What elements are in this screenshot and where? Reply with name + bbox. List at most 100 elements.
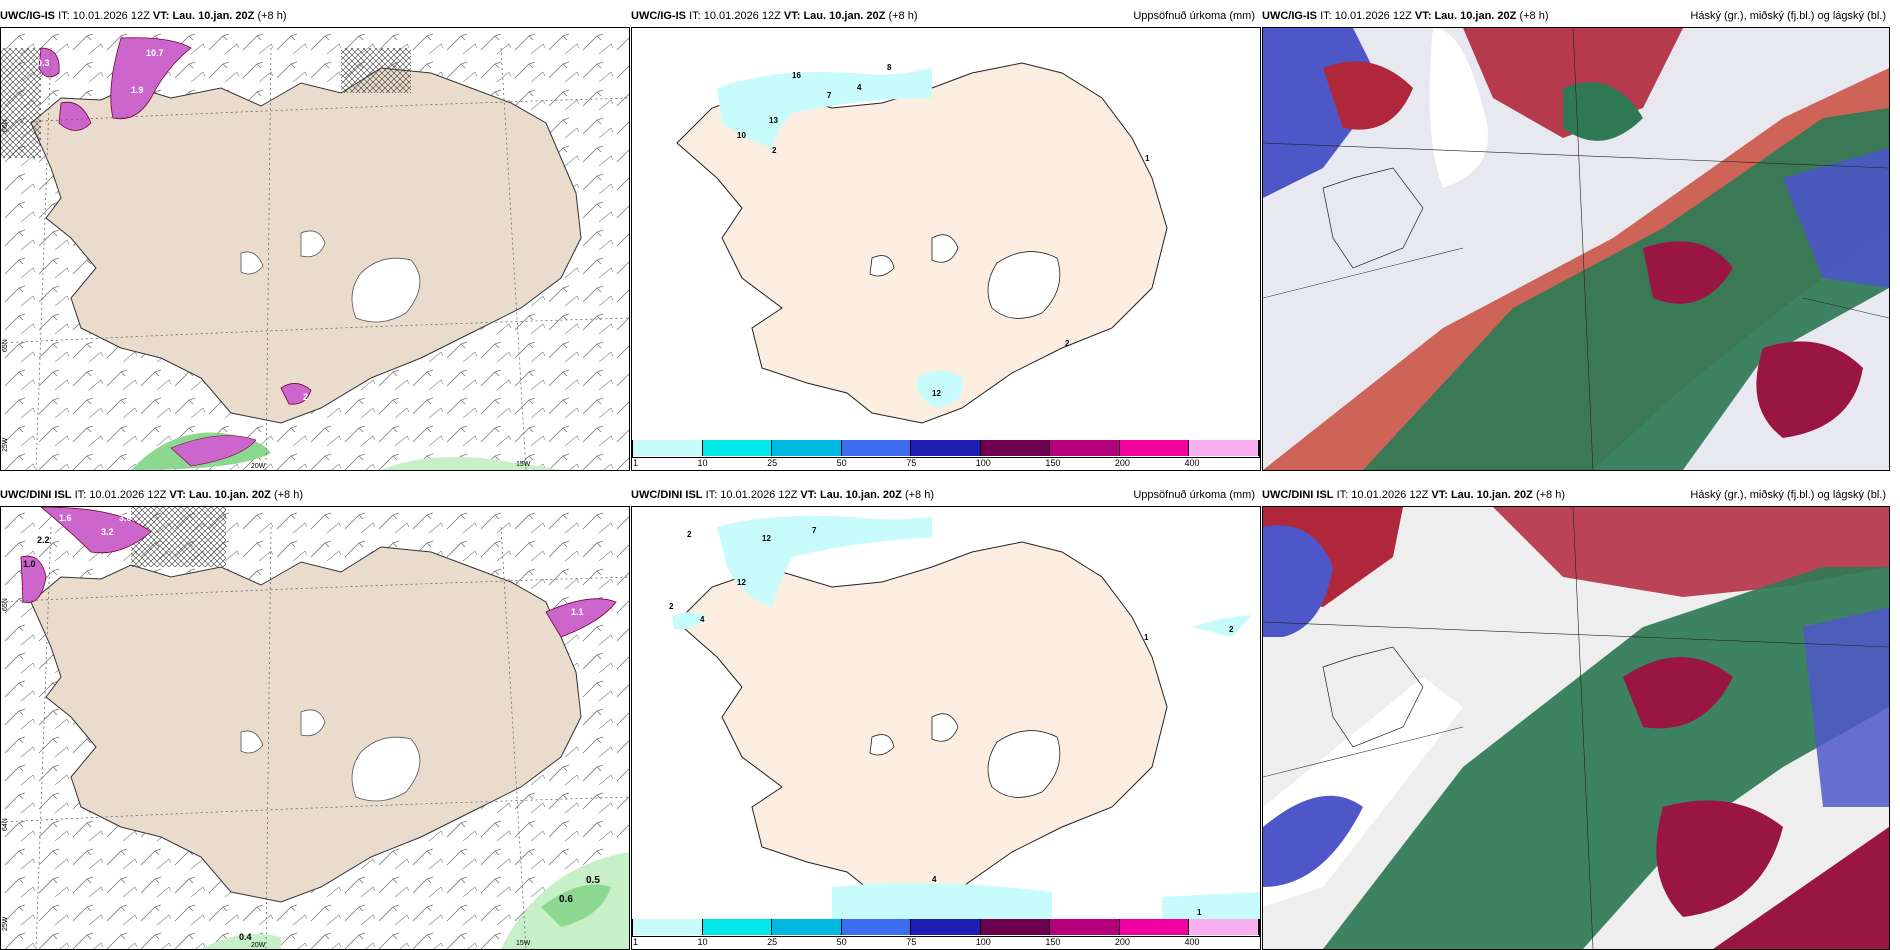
value-label: 2: [303, 392, 308, 402]
value-label: 4: [857, 83, 862, 92]
colorbar-tick-label: 400: [1184, 458, 1200, 468]
panel-ig-clouds: UWC/IG-IS IT: 10.01.2026 12Z VT: Lau. 10…: [1262, 6, 1892, 471]
precip-map: 2 12 7 12 2 4 1 2 4 1: [669, 515, 1260, 919]
panel-ig-wind-precip: UWC/IG-IS IT: 10.01.2026 12Z VT: Lau. 10…: [0, 6, 630, 471]
lat-label: 64N: [2, 818, 9, 831]
colorbar-tick-label: 100: [975, 458, 991, 468]
value-label: 2: [669, 602, 674, 611]
colorbar-cell: [633, 919, 703, 935]
valid-time: Lau. 10.jan. 20Z: [1450, 489, 1533, 501]
colorbar-cell: [772, 919, 842, 935]
map-frame: 66N 65N 25W 20W 15W 0.3 10.7 1.9 2: [0, 27, 630, 471]
lead-time: (+8 h): [888, 10, 918, 22]
colorbar-cell: [1119, 919, 1190, 935]
colorbar-tick-label: 1: [633, 937, 639, 947]
value-label: 10: [737, 131, 746, 140]
panel-dini-wind-precip: UWC/DINI ISL IT: 10.01.2026 12Z VT: Lau.…: [0, 485, 630, 950]
map-frame: [1262, 506, 1890, 950]
init-time: 10.01.2026 12Z: [89, 489, 167, 501]
init-time: 10.01.2026 12Z: [1334, 10, 1412, 22]
lon-label: 25W: [2, 437, 9, 452]
cloud-map: [1263, 28, 1889, 470]
value-label: 16: [792, 71, 801, 80]
value-label: 0.4: [239, 932, 252, 942]
init-time: 10.01.2026 12Z: [720, 489, 798, 501]
valid-time: Lau. 10.jan. 20Z: [188, 489, 271, 501]
value-label: 0.6: [559, 894, 573, 905]
value-label: 0.3: [37, 58, 50, 68]
colorbar-tick-label: 200: [1114, 937, 1130, 947]
colorbar-tick-label: 50: [836, 458, 847, 468]
colorbar-cell: [1050, 919, 1120, 935]
wind-map: 65N 64N 25W 20W 15W 1.6 3.6 3.2 2.2 1.0 …: [1, 507, 629, 949]
colorbar-cell: [980, 440, 1051, 456]
value-label: 2: [1065, 339, 1070, 348]
colorbar-cell: [633, 440, 703, 456]
value-label: 3.2: [101, 527, 114, 537]
value-label: 10.7: [146, 48, 164, 58]
panel-ig-accum-precip: UWC/IG-IS IT: 10.01.2026 12Z VT: Lau. 10…: [631, 6, 1261, 471]
panel-dini-accum-precip: UWC/DINI ISL IT: 10.01.2026 12Z VT: Lau.…: [631, 485, 1261, 950]
init-time: 10.01.2026 12Z: [1351, 489, 1429, 501]
value-label: 13: [769, 116, 778, 125]
map-frame: 65N 64N 25W 20W 15W 1.6 3.6 3.2 2.2 1.0 …: [0, 506, 630, 950]
init-time: 10.01.2026 12Z: [72, 10, 150, 22]
model-label: UWC/DINI ISL: [1262, 489, 1334, 501]
colorbar-tick-label: 25: [767, 937, 778, 947]
lon-label: 20W: [251, 463, 266, 470]
colorbar-cell: [841, 440, 912, 456]
model-label: UWC/IG-IS: [631, 10, 686, 22]
panel-title: Uppsöfnuð úrkoma (mm): [1133, 489, 1255, 501]
cloud-map: [1263, 507, 1889, 949]
model-label: UWC/DINI ISL: [0, 489, 72, 501]
value-label: 12: [737, 578, 746, 587]
value-label: 1.9: [131, 85, 144, 95]
colorbar-tick-label: 200: [1114, 458, 1130, 468]
panel-dini-clouds: UWC/DINI ISL IT: 10.01.2026 12Z VT: Lau.…: [1262, 485, 1892, 950]
lat-label: 66N: [2, 119, 9, 132]
lead-time: (+8 h): [1535, 489, 1565, 501]
valid-time: Lau. 10.jan. 20Z: [172, 10, 255, 22]
colorbar-tick-label: 10: [697, 937, 708, 947]
map-frame: 16 7 4 8 13 10 2 1 2 12 1 10 25 50 75 100 150 2…: [631, 27, 1261, 471]
lead-time: (+8 h): [904, 489, 934, 501]
valid-time: Lau. 10.jan. 20Z: [819, 489, 902, 501]
model-label: UWC/IG-IS: [0, 10, 55, 22]
value-label: 2: [772, 146, 777, 155]
colorbar-cell: [1119, 440, 1190, 456]
value-label: 7: [812, 526, 817, 535]
value-label: 0.5: [586, 875, 600, 886]
colorbar-cell: [1189, 919, 1259, 935]
panel-header: UWC/DINI ISL IT: 10.01.2026 12Z VT: Lau.…: [631, 485, 1261, 505]
panel-title: Háský (gr.), miðský (fj.bl.) og lágský (…: [1690, 489, 1886, 501]
colorbar-tick-label: 50: [836, 937, 847, 947]
value-label: 1.0: [23, 559, 36, 569]
panel-title: Uppsöfnuð úrkoma (mm): [1133, 10, 1255, 22]
lon-label: 25W: [2, 916, 9, 931]
lead-time: (+8 h): [273, 489, 303, 501]
panel-header: UWC/DINI ISL IT: 10.01.2026 12Z VT: Lau.…: [0, 489, 303, 501]
colorbar-cell: [702, 919, 773, 935]
map-frame: [1262, 27, 1890, 471]
value-label: 8: [887, 63, 892, 72]
colorbar-tick-label: 75: [906, 937, 917, 947]
valid-time: Lau. 10.jan. 20Z: [1434, 10, 1517, 22]
colorbar-tick-label: 100: [975, 937, 991, 947]
colorbar-tick-label: 25: [767, 458, 778, 468]
colorbar-cell: [911, 440, 981, 456]
wind-map: 66N 65N 25W 20W 15W 0.3 10.7 1.9 2: [1, 28, 629, 470]
value-label: 4: [932, 875, 937, 884]
colorbar-cell: [911, 919, 981, 935]
precip-map: 16 7 4 8 13 10 2 1 2 12: [676, 62, 1168, 424]
panel-header: UWC/IG-IS IT: 10.01.2026 12Z VT: Lau. 10…: [631, 6, 1261, 26]
lead-time: (+8 h): [257, 10, 287, 22]
lead-time: (+8 h): [1519, 10, 1549, 22]
model-label: UWC/DINI ISL: [631, 489, 703, 501]
lon-label: 15W: [516, 461, 531, 468]
value-label: 7: [827, 91, 832, 100]
colorbar-cell: [980, 919, 1051, 935]
value-label: 1.6: [59, 513, 72, 523]
colorbar-tick-label: 1: [633, 458, 639, 468]
value-label: 2.2: [37, 535, 50, 545]
valid-time: Lau. 10.jan. 20Z: [803, 10, 886, 22]
